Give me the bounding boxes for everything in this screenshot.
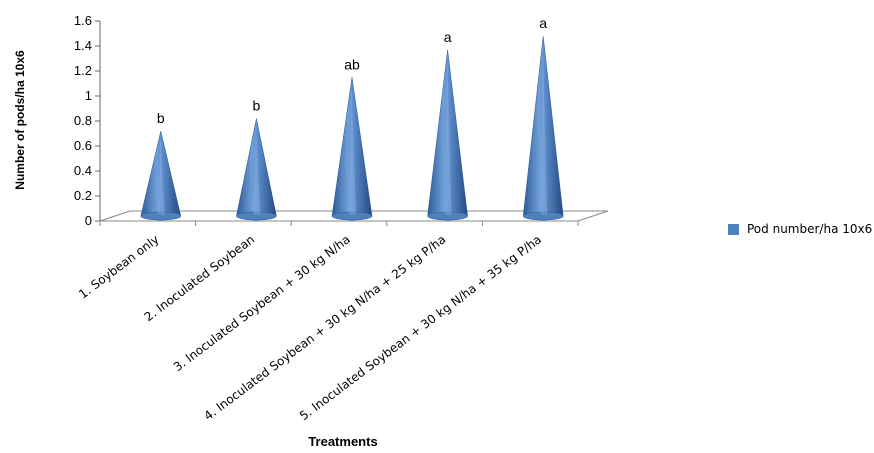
y-tick-label: 1 [85, 88, 92, 103]
y-tick-label: 0.4 [74, 163, 92, 178]
y-tick-label: 0.8 [74, 113, 92, 128]
chart-axes: 0 0.2 0.4 0.6 0.8 1 1.2 1.4 1.6 [74, 13, 609, 228]
significance-label: b [157, 110, 165, 126]
significance-label: ab [344, 56, 360, 72]
legend-label: Pod number/ha 10x6 [747, 222, 873, 236]
y-tick-label: 1.6 [74, 13, 92, 28]
y-tick-label: 0.2 [74, 188, 92, 203]
x-axis-title: Treatments [308, 434, 377, 449]
bar-cone [331, 77, 373, 221]
y-axis-title: Number of pods/ha 10x6 [13, 50, 27, 190]
bar-cone [427, 49, 468, 221]
bar-cone-base [140, 211, 182, 221]
legend-swatch [728, 223, 739, 235]
bar-cone-base [427, 211, 468, 221]
bar-cone-highlight [253, 124, 261, 215]
significance-label: a [444, 29, 452, 45]
bar-cone-highlight [444, 55, 452, 215]
bar-cone-highlight [157, 137, 165, 215]
bar-cone-highlight [349, 83, 356, 215]
significance-label: a [539, 15, 547, 31]
bar-cone [140, 130, 182, 221]
legend: Pod number/ha 10x6 [728, 222, 872, 236]
x-tick-label: 3. Inoculated Soybean + 30 kg N/ha [171, 232, 353, 374]
bar-cone [236, 118, 277, 221]
y-tick-label: 1.2 [74, 63, 92, 78]
y-tick-label: 0 [85, 213, 92, 228]
bar-cone-base [331, 211, 373, 221]
significance-label: b [253, 98, 261, 114]
x-tick-label: 1. Soybean only [76, 232, 161, 301]
chart-bars [140, 35, 564, 221]
y-tick-label: 0.6 [74, 138, 92, 153]
bar-cone-highlight [540, 42, 548, 215]
bar-cone [522, 35, 564, 221]
bar-cone-base [236, 211, 277, 221]
y-tick-label: 1.4 [74, 38, 92, 53]
bar-cone-base [522, 211, 564, 221]
